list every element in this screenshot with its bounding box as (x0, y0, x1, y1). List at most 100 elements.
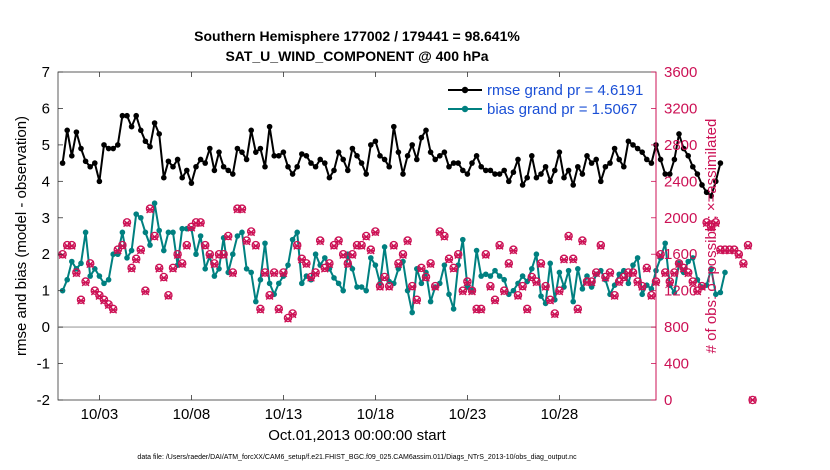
obs-assimilated-marker (146, 205, 154, 214)
rmse-point (266, 123, 273, 130)
rmse-point (239, 149, 245, 155)
rmse-point (161, 174, 167, 181)
obs-possible-marker (246, 227, 256, 236)
obs-possible-marker (145, 204, 155, 213)
bias-point (335, 280, 342, 287)
obs-assimilated-marker (67, 242, 76, 250)
rmse-point (128, 123, 135, 130)
rmse-point (151, 120, 158, 126)
obs-possible-marker (182, 240, 192, 250)
obs-possible-marker (108, 304, 118, 314)
obs-assimilated-marker (546, 296, 555, 305)
rmse-point (667, 171, 673, 177)
legend-rmse-label: rmse grand pr = 4.6191 (487, 82, 643, 99)
legend-bias-marker (461, 105, 469, 113)
obs-assimilated-marker (550, 310, 559, 319)
rmse-point (64, 127, 70, 134)
bias-point (165, 229, 172, 236)
obs-possible-marker (706, 222, 716, 232)
obs-possible-marker (481, 249, 491, 259)
obs-assimilated-marker (270, 269, 279, 278)
rmse-point (630, 142, 636, 148)
obs-possible-marker (154, 263, 164, 273)
bias-point (630, 262, 636, 268)
obs-assimilated-marker (127, 264, 136, 273)
rmse-point (335, 149, 342, 155)
bias-point (478, 273, 485, 279)
obs-assimilated-marker (670, 269, 679, 278)
y2-tick-label: 2400 (664, 173, 697, 190)
obs-possible-marker (670, 268, 679, 277)
obs-assimilated-marker (463, 278, 472, 287)
bias-point (671, 289, 678, 296)
rmse-point (404, 153, 411, 159)
obs-possible-marker (518, 281, 527, 291)
obs-possible-marker (568, 254, 578, 264)
chart-subtitle: SAT_U_WIND_COMPONENT @ 400 hPa (225, 48, 488, 64)
rmse-point (312, 163, 319, 170)
obs-possible-marker (315, 236, 325, 245)
obs-possible-marker (384, 281, 394, 291)
obs-possible-marker (131, 254, 141, 264)
rmse-point (648, 160, 655, 166)
obs-possible-marker (743, 240, 753, 250)
obs-possible-marker (389, 240, 399, 250)
obs-possible-marker (325, 259, 334, 268)
obs-assimilated-marker (698, 283, 706, 291)
rmse-point (368, 142, 374, 148)
obs-possible-marker (739, 259, 748, 268)
obs-possible-marker (279, 268, 288, 277)
bias-point (96, 273, 103, 279)
bias-point (142, 229, 149, 236)
obs-possible-marker (656, 249, 665, 259)
obs-possible-marker (251, 240, 261, 250)
obs-assimilated-marker (389, 242, 398, 250)
obs-assimilated-marker (688, 278, 697, 287)
bias-point (331, 275, 337, 281)
obs-possible-marker (168, 263, 178, 273)
obs-possible-marker (637, 281, 647, 291)
x-tick-label: 10/28 (541, 406, 579, 423)
obs-assimilated-marker (219, 251, 228, 260)
rmse-point (657, 156, 664, 163)
rmse-point (119, 112, 126, 119)
obs-possible-marker (495, 240, 504, 250)
bias-point (358, 284, 365, 290)
obs-possible-marker (329, 240, 339, 250)
rmse-point (193, 163, 199, 170)
y-tick-label: 1 (42, 283, 50, 300)
obs-possible-marker (72, 268, 81, 277)
rmse-point (184, 167, 190, 174)
obs-possible-marker (302, 259, 311, 268)
obs-possible-marker (320, 263, 330, 273)
rmse-point (524, 174, 530, 181)
obs-assimilated-marker (311, 269, 320, 278)
rmse-point (570, 182, 576, 188)
rmse-point (483, 167, 489, 174)
obs-possible-marker (458, 286, 468, 295)
rmse-point (676, 131, 682, 137)
obs-possible-marker (256, 304, 265, 314)
bias-point (266, 280, 273, 287)
obs-possible-marker (85, 259, 95, 268)
obs-possible-marker (550, 309, 560, 318)
obs-assimilated-marker (394, 260, 403, 269)
obs-possible-marker (380, 272, 389, 282)
obs-possible-marker (421, 272, 431, 282)
obs-possible-marker (371, 227, 380, 236)
bias-point (253, 298, 259, 305)
obs-assimilated-marker (238, 205, 246, 214)
obs-possible-marker (660, 268, 670, 277)
obs-assimilated-marker (256, 305, 265, 314)
rmse-point (446, 163, 452, 170)
obs-assimilated-marker (739, 260, 748, 269)
rmse-point (588, 160, 595, 166)
obs-assimilated-marker (210, 260, 219, 269)
obs-assimilated-marker (279, 269, 288, 278)
rmse-point (671, 156, 678, 163)
rmse-point (340, 156, 347, 163)
obs-possible-marker (366, 245, 376, 254)
obs-possible-marker (136, 245, 146, 254)
obs-possible-marker (573, 304, 583, 314)
obs-assimilated-marker (293, 242, 302, 250)
